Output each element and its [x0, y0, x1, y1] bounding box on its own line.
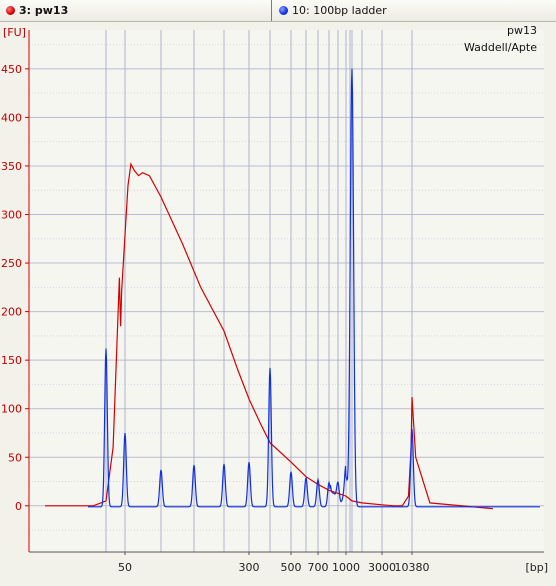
tab-bar: 3: pw13 10: 100bp ladder [0, 0, 556, 22]
x-tick-label: 3000 [368, 561, 396, 574]
x-tick-label: 300 [239, 561, 260, 574]
y-tick-label: 100 [1, 403, 22, 416]
y-tick-label: 400 [1, 111, 22, 124]
x-tick-label: 500 [281, 561, 302, 574]
tab-sample[interactable]: 3: pw13 [0, 0, 272, 21]
y-tick-label: 450 [1, 63, 22, 76]
tab-sample-label: 3: pw13 [19, 4, 69, 17]
tab-ladder-label: 10: 100bp ladder [292, 4, 387, 17]
y-tick-label: 200 [1, 306, 22, 319]
annotation-sample: pw13 [507, 24, 537, 37]
y-tick-label: 150 [1, 354, 22, 367]
x-tick-label: 10380 [395, 561, 430, 574]
sample-color-icon [6, 6, 15, 15]
y-tick-label: 0 [15, 500, 22, 513]
y-tick-label: 250 [1, 257, 22, 270]
sample-trace-line [45, 162, 494, 510]
x-tick-label: 1000 [332, 561, 360, 574]
series-group [45, 68, 540, 510]
y-tick-label: 300 [1, 209, 22, 222]
x-tick-label: 700 [308, 561, 329, 574]
x-tick-label: 50 [118, 561, 132, 574]
y-tick-label: 50 [8, 451, 22, 464]
y-tick-label: 350 [1, 160, 22, 173]
annotation-lab: Waddell/Apte [464, 41, 537, 54]
x-axis-label: [bp] [525, 561, 548, 574]
tab-ladder[interactable]: 10: 100bp ladder [273, 0, 556, 21]
y-axis-label: [FU] [3, 26, 26, 39]
ladder-color-icon [279, 6, 288, 15]
ladder-trace-line [88, 68, 540, 508]
